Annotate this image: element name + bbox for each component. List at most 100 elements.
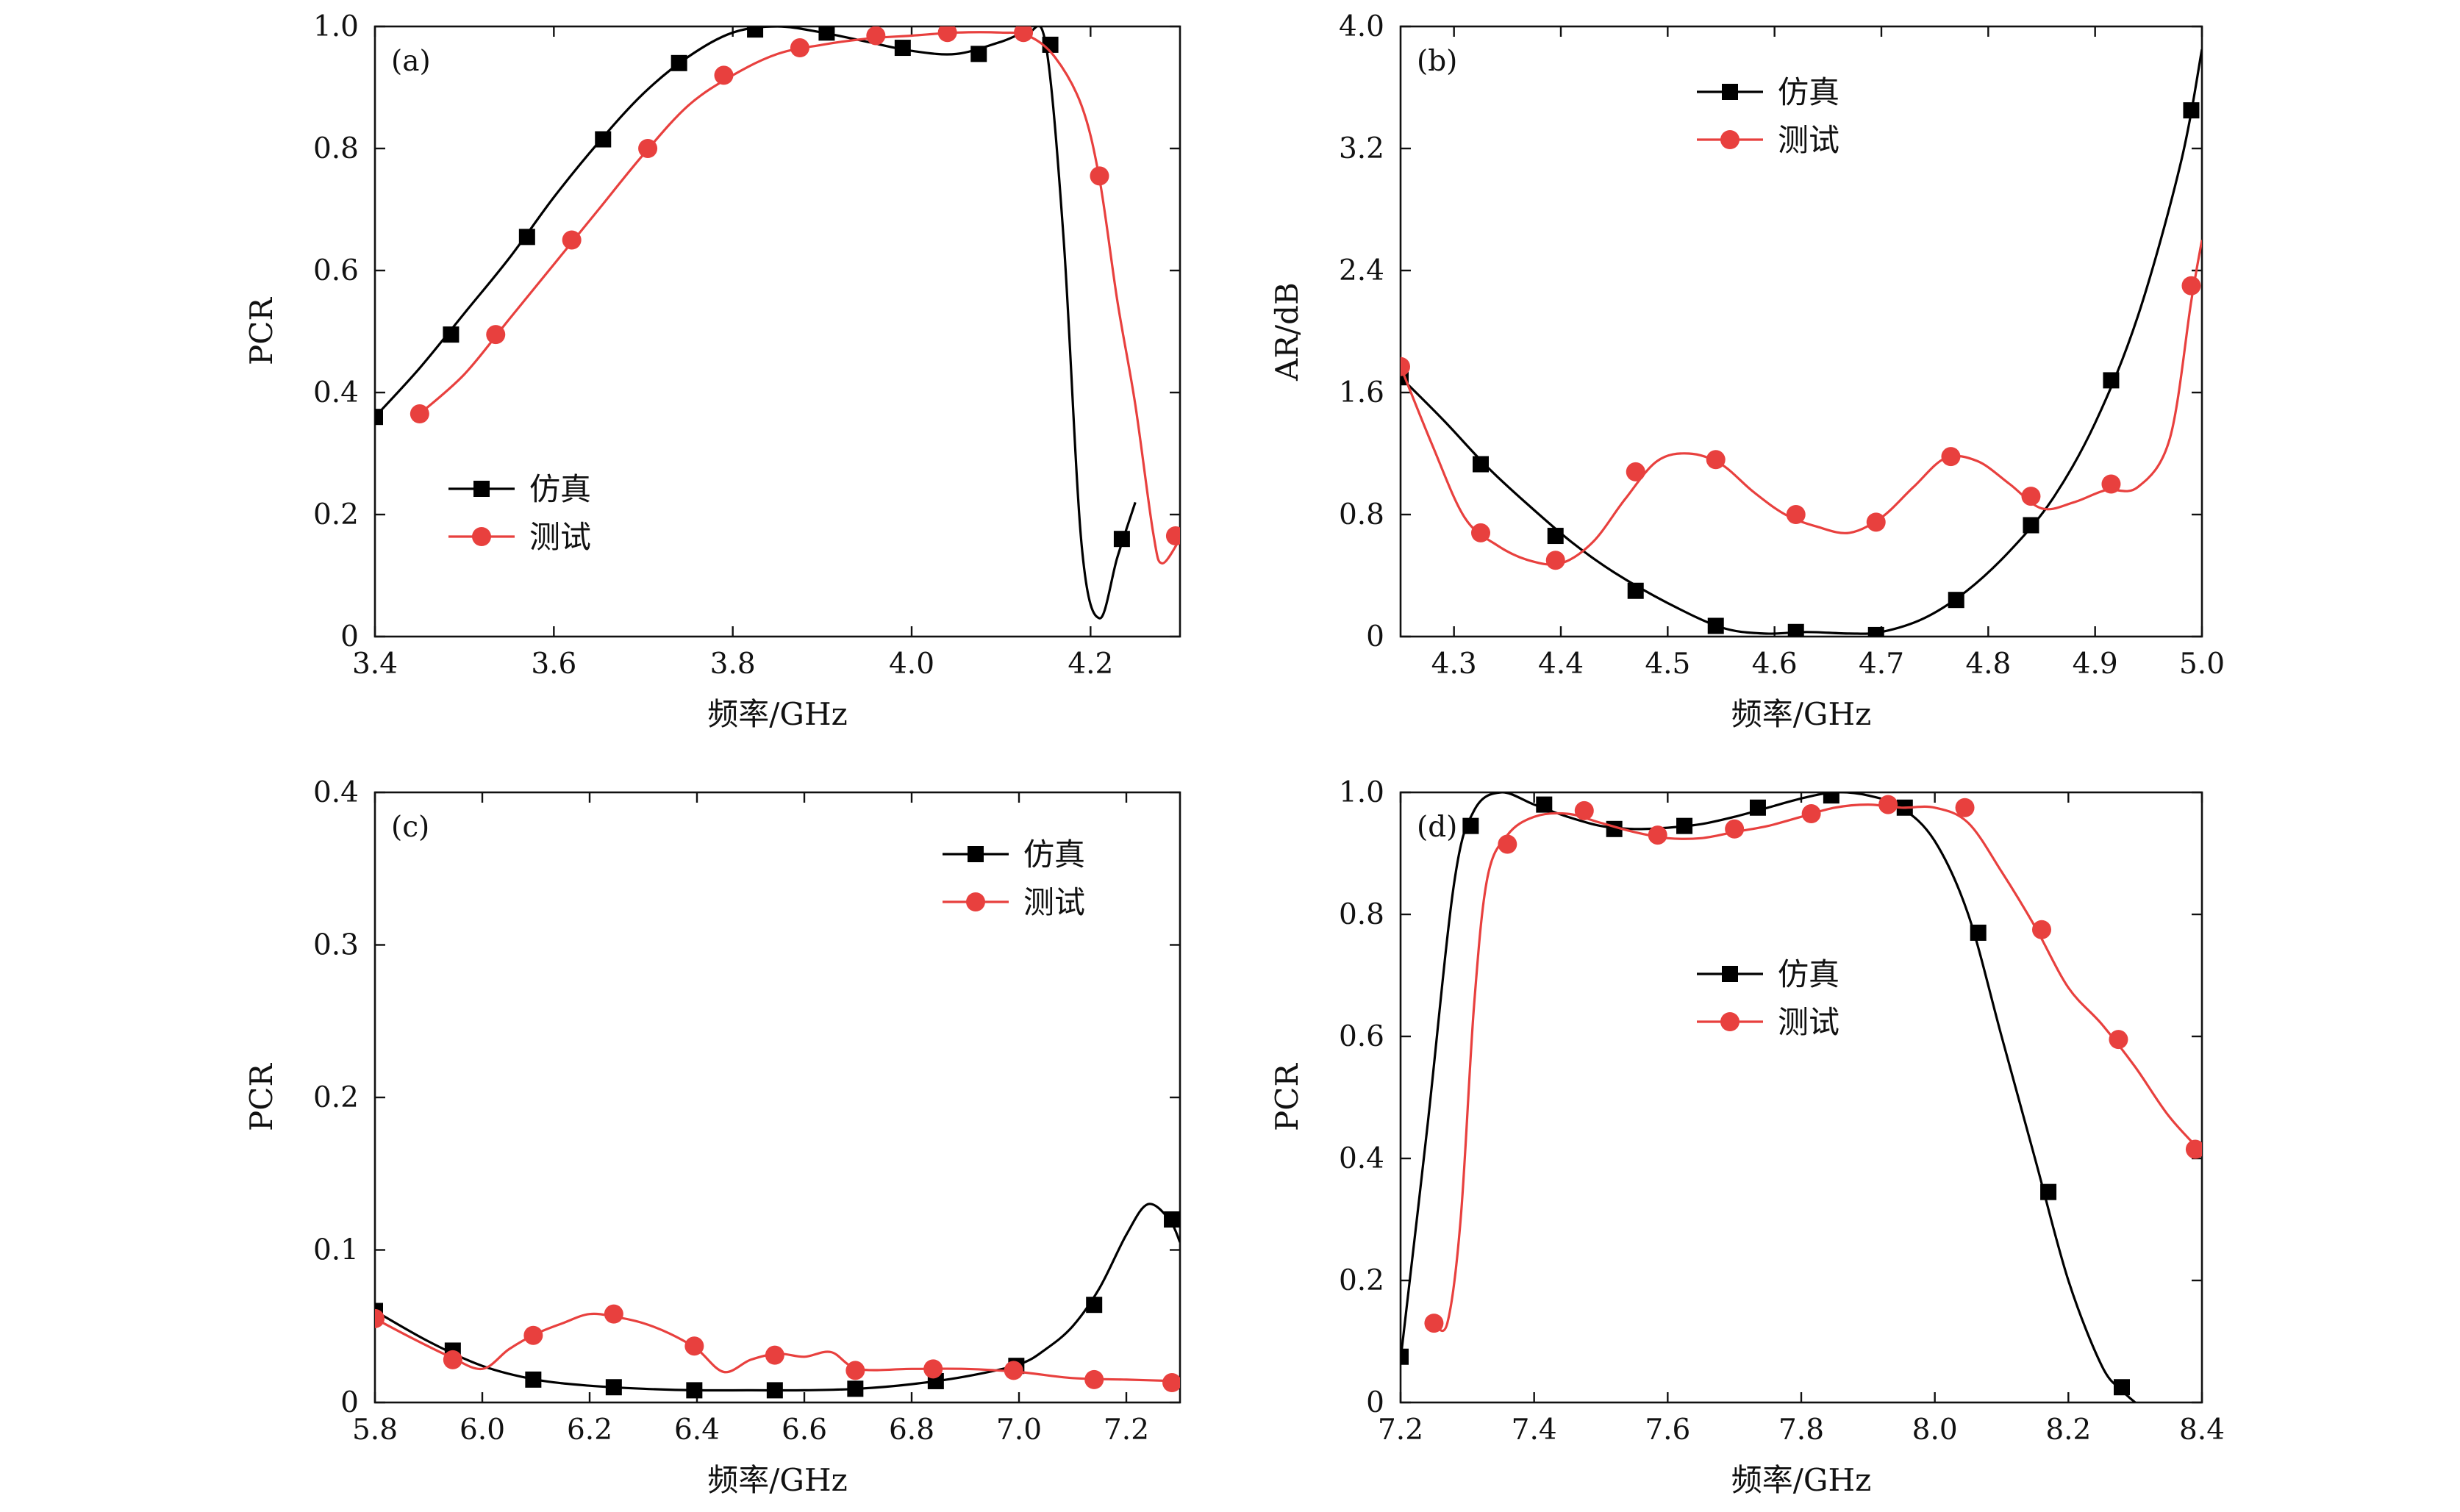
data-marker-1 [766,1382,783,1399]
y-tick-label: 0.3 [313,929,359,962]
data-marker-1 [894,40,911,57]
data-marker-2 [1090,166,1109,186]
y-tick-label: 1.6 [1339,376,1384,409]
x-tick-label: 4.9 [2073,648,2118,681]
data-marker-2 [937,26,957,43]
data-marker-2 [1162,1373,1180,1393]
x-tick-label: 7.6 [1645,1414,1690,1447]
data-marker-1 [375,409,383,426]
data-marker-2 [1574,800,1594,820]
data-marker-1 [1787,623,1804,637]
y-tick-label: 0.8 [1339,898,1384,931]
data-marker-2 [1545,551,1565,570]
x-tick-label: 4.4 [1538,648,1584,681]
data-marker-2 [2021,487,2041,506]
data-marker-2 [1084,1369,1104,1389]
data-marker-2 [1165,526,1180,546]
y-axis-label: PCR [243,297,279,365]
data-marker-2 [638,139,658,158]
data-marker-1 [2183,102,2200,119]
data-marker-1 [1113,531,1130,548]
y-tick-label: 0.2 [1339,1264,1384,1297]
data-marker-1 [1707,617,1724,634]
x-tick-label: 6.6 [782,1414,827,1447]
x-tick-label: 3.4 [352,648,398,681]
data-marker-2 [1706,450,1726,470]
y-tick-label: 0.2 [313,1081,359,1114]
series-line-1 [1401,49,2202,635]
data-marker-2 [1725,819,1745,839]
series-group [1401,792,2202,1402]
y-tick-label: 4.0 [1339,10,1384,43]
data-marker-1 [443,326,460,343]
data-marker-2 [443,1350,462,1369]
data-marker-2 [1866,512,1886,532]
legend-label: 测试 [529,519,591,555]
x-tick-label: 4.0 [889,648,934,681]
data-marker-1 [1536,796,1553,813]
y-tick-label: 0.6 [1339,1020,1384,1053]
y-tick-label: 0 [340,1386,359,1419]
data-marker-2 [1626,462,1645,481]
legend-marker [1720,1012,1739,1031]
legend-marker [1722,84,1738,100]
y-tick-label: 0.8 [313,132,359,165]
data-marker-2 [790,38,809,58]
data-marker-1 [1086,1297,1103,1314]
series-line-2 [1433,803,2202,1333]
data-marker-2 [1498,834,1517,854]
series-group [375,26,1180,620]
y-tick-label: 2.4 [1339,254,1384,287]
y-tick-label: 1.0 [313,10,359,43]
x-tick-label: 7.2 [1378,1414,1423,1447]
x-tick-label: 3.8 [710,648,756,681]
y-tick-label: 0.6 [313,254,359,287]
data-marker-1 [1401,1348,1409,1365]
data-marker-2 [1471,523,1490,542]
data-marker-1 [1164,1211,1180,1228]
x-tick-label: 4.2 [1068,648,1113,681]
x-axis-label: 频率/GHz [707,696,847,732]
x-tick-label: 4.6 [1752,648,1798,681]
data-marker-1 [605,1379,622,1396]
data-marker-1 [818,26,835,41]
data-marker-1 [671,54,687,71]
x-tick-label: 8.0 [1912,1414,1958,1447]
y-tick-label: 0 [1366,1386,1384,1419]
x-axis-label: 频率/GHz [707,1462,847,1498]
panel-label: (c) [391,811,429,844]
x-tick-label: 8.2 [2045,1414,2091,1447]
data-marker-1 [1627,582,1644,599]
data-marker-1 [970,46,987,62]
legend-marker [968,846,984,862]
data-marker-1 [2040,1183,2057,1200]
y-tick-label: 0.2 [313,498,359,531]
data-marker-2 [410,404,429,424]
x-tick-label: 7.0 [996,1414,1042,1447]
data-marker-2 [1424,1314,1444,1333]
data-marker-1 [1473,456,1489,473]
series-group [375,1203,1180,1399]
data-marker-1 [595,131,612,148]
legend-marker [966,892,985,911]
y-tick-label: 0 [1366,620,1384,653]
data-marker-1 [1948,592,1964,609]
legend-marker [473,481,490,497]
data-marker-1 [1462,817,1479,834]
y-tick-label: 3.2 [1339,132,1384,165]
data-marker-2 [684,1336,704,1356]
data-marker-1 [747,26,764,38]
legend-label: 仿真 [1023,836,1085,873]
x-axis-label: 频率/GHz [1731,696,1871,732]
data-marker-1 [847,1380,864,1397]
data-marker-2 [1878,795,1898,814]
y-tick-label: 1.0 [1339,776,1384,809]
y-tick-label: 0.4 [313,776,359,809]
y-axis-label: PCR [1269,1063,1305,1131]
legend-label: 测试 [1778,1004,1839,1040]
panel-label: (b) [1417,45,1457,78]
legend-marker [1722,966,1738,982]
